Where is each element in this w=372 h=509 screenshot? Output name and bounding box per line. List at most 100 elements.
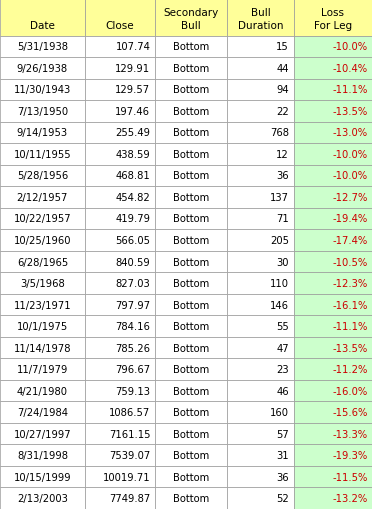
Text: -19.4%: -19.4% <box>332 214 368 224</box>
Bar <box>294 273 372 294</box>
Text: 10/27/1997: 10/27/1997 <box>14 429 71 439</box>
Text: 46: 46 <box>276 386 289 396</box>
Bar <box>294 165 372 187</box>
Text: 438.59: 438.59 <box>116 150 150 160</box>
Bar <box>294 0 372 37</box>
Text: Bottom: Bottom <box>173 429 209 439</box>
Bar <box>227 380 294 402</box>
Text: -16.1%: -16.1% <box>332 300 368 310</box>
Bar <box>85 294 155 316</box>
Text: 9/26/1938: 9/26/1938 <box>17 64 68 74</box>
Bar <box>294 208 372 230</box>
Bar <box>155 488 227 509</box>
Text: 129.57: 129.57 <box>115 85 150 95</box>
Text: 10/22/1957: 10/22/1957 <box>14 214 71 224</box>
Text: 468.81: 468.81 <box>116 171 150 181</box>
Bar <box>85 423 155 444</box>
Text: 110: 110 <box>270 278 289 289</box>
Bar <box>227 187 294 208</box>
Text: -13.5%: -13.5% <box>332 107 368 117</box>
Bar <box>294 466 372 488</box>
Bar <box>0 402 85 423</box>
Bar <box>85 402 155 423</box>
Bar <box>155 208 227 230</box>
Bar <box>0 488 85 509</box>
Text: 52: 52 <box>276 493 289 503</box>
Bar <box>85 123 155 144</box>
Text: 15: 15 <box>276 42 289 52</box>
Text: 6/28/1965: 6/28/1965 <box>17 257 68 267</box>
Bar <box>294 37 372 58</box>
Bar <box>155 294 227 316</box>
Bar <box>294 123 372 144</box>
Bar <box>155 101 227 123</box>
Text: -12.3%: -12.3% <box>332 278 368 289</box>
Text: 784.16: 784.16 <box>115 322 150 331</box>
Bar <box>294 251 372 273</box>
Text: -13.5%: -13.5% <box>332 343 368 353</box>
Bar <box>85 337 155 359</box>
Text: 2/12/1957: 2/12/1957 <box>17 192 68 203</box>
Bar <box>227 423 294 444</box>
Bar <box>85 359 155 380</box>
Bar <box>85 380 155 402</box>
Bar <box>227 466 294 488</box>
Text: 22: 22 <box>276 107 289 117</box>
Bar <box>227 251 294 273</box>
Text: -13.3%: -13.3% <box>333 429 368 439</box>
Text: 44: 44 <box>276 64 289 74</box>
Bar <box>0 230 85 251</box>
Bar <box>294 402 372 423</box>
Text: Bottom: Bottom <box>173 128 209 138</box>
Bar <box>294 316 372 337</box>
Bar <box>227 208 294 230</box>
Bar <box>227 294 294 316</box>
Text: 160: 160 <box>270 407 289 417</box>
Text: Bottom: Bottom <box>173 85 209 95</box>
Text: 10/11/1955: 10/11/1955 <box>14 150 71 160</box>
Bar <box>0 294 85 316</box>
Bar <box>227 230 294 251</box>
Text: Bottom: Bottom <box>173 236 209 245</box>
Bar <box>85 0 155 37</box>
Bar <box>155 380 227 402</box>
Text: 55: 55 <box>276 322 289 331</box>
Text: Bottom: Bottom <box>173 407 209 417</box>
Text: 11/14/1978: 11/14/1978 <box>14 343 71 353</box>
Bar <box>85 444 155 466</box>
Text: 10/15/1999: 10/15/1999 <box>14 472 71 482</box>
Text: -16.0%: -16.0% <box>332 386 368 396</box>
Text: Loss: Loss <box>321 8 344 18</box>
Bar <box>85 316 155 337</box>
Bar <box>85 208 155 230</box>
Bar <box>227 402 294 423</box>
Bar <box>227 359 294 380</box>
Text: 7161.15: 7161.15 <box>109 429 150 439</box>
Bar <box>0 79 85 101</box>
Bar <box>155 251 227 273</box>
Text: 129.91: 129.91 <box>115 64 150 74</box>
Bar <box>155 423 227 444</box>
Text: 768: 768 <box>270 128 289 138</box>
Bar <box>85 251 155 273</box>
Bar <box>294 423 372 444</box>
Bar <box>227 337 294 359</box>
Text: 57: 57 <box>276 429 289 439</box>
Bar <box>0 337 85 359</box>
Text: Bottom: Bottom <box>173 322 209 331</box>
Bar <box>294 359 372 380</box>
Bar <box>155 58 227 79</box>
Text: Bottom: Bottom <box>173 107 209 117</box>
Bar <box>155 37 227 58</box>
Text: 31: 31 <box>276 450 289 460</box>
Text: -10.5%: -10.5% <box>332 257 368 267</box>
Bar <box>227 273 294 294</box>
Bar <box>0 165 85 187</box>
Bar <box>155 316 227 337</box>
Bar <box>85 488 155 509</box>
Text: Bottom: Bottom <box>173 493 209 503</box>
Text: 11/7/1979: 11/7/1979 <box>17 364 68 375</box>
Text: Bottom: Bottom <box>173 300 209 310</box>
Text: Bottom: Bottom <box>173 450 209 460</box>
Bar <box>227 165 294 187</box>
